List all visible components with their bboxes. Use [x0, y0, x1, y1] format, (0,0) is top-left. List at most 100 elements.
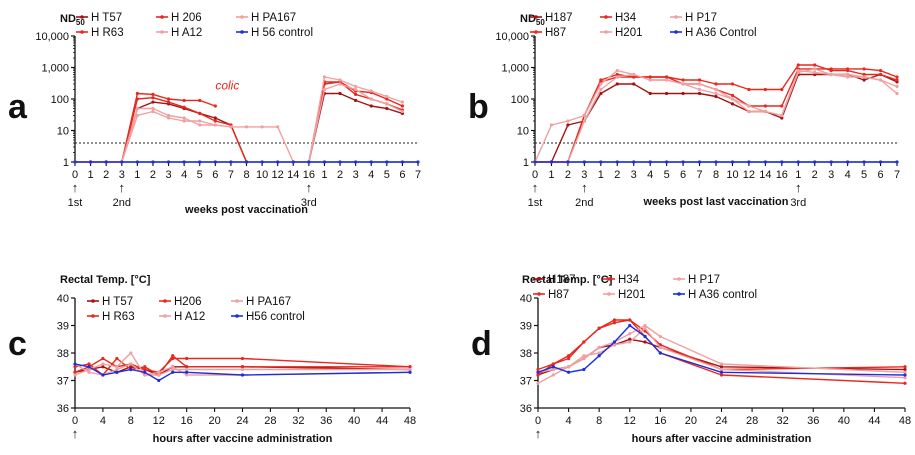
data-point: [385, 160, 389, 164]
data-point: [143, 367, 147, 372]
x-tick-label: 2: [103, 169, 109, 181]
y-axis-title: ND50: [60, 13, 85, 27]
series-line: [75, 92, 216, 163]
x-tick-label: 48: [899, 415, 911, 427]
data-point: [730, 160, 735, 164]
series-h201: [536, 326, 907, 385]
data-point: [648, 91, 652, 96]
data-point: [166, 160, 171, 164]
data-point: [240, 356, 245, 361]
y-tick-label: 38: [520, 348, 532, 360]
data-point: [780, 113, 784, 118]
x-tick-label: 12: [743, 169, 755, 181]
x-tick-label: 14: [759, 169, 771, 181]
data-point: [829, 72, 833, 77]
data-point: [895, 78, 899, 82]
y-axis-title-subscript: 50: [536, 18, 545, 27]
data-point: [566, 119, 570, 123]
series-line: [75, 101, 248, 163]
vaccination-label: 1st: [528, 197, 543, 209]
legend-marker: [80, 15, 84, 19]
legend-marker: [607, 292, 611, 296]
data-point: [244, 160, 249, 164]
data-point: [582, 119, 586, 123]
data-point: [369, 89, 373, 93]
x-tick-label: 4: [368, 169, 374, 181]
data-point: [846, 160, 850, 164]
x-tick-label: 10: [256, 169, 268, 181]
data-point: [408, 367, 412, 372]
x-tick-label: 28: [746, 415, 758, 427]
legend-marker: [163, 314, 167, 318]
data-point: [582, 160, 586, 164]
data-point: [151, 100, 155, 104]
legend-label: H R63: [91, 27, 124, 39]
data-point: [643, 326, 647, 330]
data-point: [536, 381, 540, 385]
x-tick-label: 6: [212, 169, 218, 181]
legend-marker: [677, 277, 681, 281]
legend-marker: [235, 299, 239, 303]
data-point: [846, 72, 850, 77]
data-point: [115, 367, 119, 372]
data-point: [628, 332, 632, 336]
data-point: [143, 370, 147, 374]
data-point: [648, 78, 652, 82]
y-tick-label: 1,000: [41, 63, 69, 75]
x-tick-label: 3: [581, 169, 587, 181]
data-point: [400, 100, 405, 104]
x-tick-label: 3: [631, 169, 637, 181]
data-point: [198, 111, 202, 115]
y-tick-label: 10,000: [495, 31, 529, 43]
data-point: [658, 351, 662, 355]
series-line: [75, 96, 248, 163]
x-tick-label: 4: [647, 169, 653, 181]
x-axis-title: hours after vaccine administration: [153, 433, 333, 445]
legend-label: H87: [548, 289, 569, 301]
data-point: [88, 160, 93, 164]
x-tick-label: 44: [868, 415, 880, 427]
series-line: [535, 73, 898, 163]
vaccination-arrow: ↑: [119, 180, 126, 195]
data-point: [213, 123, 217, 127]
x-tick-label: 2: [337, 169, 343, 181]
data-point: [171, 367, 175, 372]
legend-label: H87: [545, 27, 566, 39]
x-tick-label: 16: [181, 415, 193, 427]
data-point: [73, 160, 77, 164]
data-point: [115, 365, 119, 369]
legend-marker: [80, 30, 84, 34]
data-point: [615, 160, 619, 164]
data-point: [846, 75, 850, 79]
y-axis-title-text: Rectal Temp. [°C]: [522, 274, 613, 286]
legend-label: H 56 control: [251, 27, 313, 39]
x-tick-label: 8: [243, 169, 249, 181]
x-tick-label: 36: [320, 415, 332, 427]
data-point: [129, 367, 133, 372]
data-point: [878, 160, 883, 164]
data-point: [599, 87, 603, 92]
data-point: [276, 160, 280, 164]
data-point: [628, 323, 632, 328]
data-point: [780, 116, 784, 120]
x-axis-title: hours after vaccine administration: [632, 433, 812, 445]
data-point: [87, 365, 91, 369]
data-point: [549, 160, 554, 164]
data-point: [151, 109, 155, 114]
data-point: [796, 70, 800, 74]
data-point: [846, 68, 850, 73]
data-point: [213, 119, 217, 123]
legend-marker: [534, 30, 538, 34]
x-tick-label: 2: [614, 169, 620, 181]
data-point: [719, 373, 724, 377]
data-point: [551, 365, 555, 369]
x-tick-label: 12: [624, 415, 636, 427]
data-point: [385, 97, 389, 101]
x-tick-label: 5: [861, 169, 867, 181]
vaccination-label: 3rd: [301, 197, 317, 209]
data-point: [101, 373, 105, 377]
data-point: [582, 354, 586, 358]
legend-label: H34: [615, 12, 637, 24]
legend-label: H PA167: [251, 12, 296, 24]
